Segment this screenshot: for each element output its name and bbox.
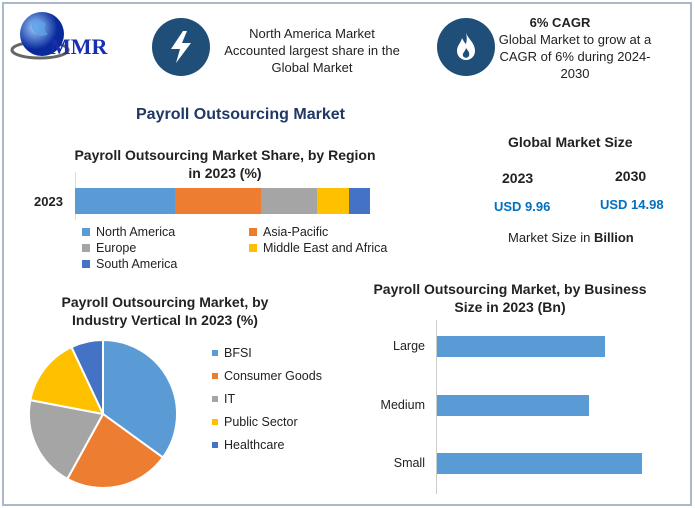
legend-label: South America (96, 257, 178, 271)
legend-swatch (249, 244, 257, 252)
legend-item: Healthcare (212, 438, 322, 452)
lightning-icon (171, 31, 191, 63)
title-line: Payroll Outsourcing Market Share, by Reg… (74, 147, 376, 163)
bar (437, 336, 605, 357)
cagr-title: 6% CAGR (529, 15, 591, 30)
highlight2-line: CAGR of 6% during 2024-2030 (499, 49, 651, 81)
legend-item: Middle East and Africa (249, 241, 409, 255)
highlight2-badge (437, 18, 495, 76)
value-2023: USD 9.96 (494, 199, 551, 214)
bar (437, 453, 642, 474)
pie-slice (29, 345, 105, 416)
legend-label: BFSI (224, 346, 252, 360)
title-line: Industry Vertical In 2023 (%) (72, 312, 258, 328)
bar-label: Medium (380, 398, 425, 412)
flame-icon (457, 33, 475, 60)
legend-swatch (82, 260, 90, 268)
mmr-logo: MMR (10, 8, 140, 68)
value-2030: USD 14.98 (600, 197, 664, 212)
legend-label: Public Sector (224, 415, 298, 429)
legend-item: Consumer Goods (212, 369, 322, 383)
market-size-note: Market Size in Billion (508, 230, 634, 245)
pie-slice (70, 338, 104, 415)
title-line: Payroll Outsourcing Market, by (61, 294, 269, 310)
legend-label: Europe (96, 241, 137, 255)
year-2023: 2023 (502, 170, 534, 186)
region-chart-category: 2023 (34, 194, 63, 209)
industry-pie-chart (28, 338, 178, 489)
bar-label: Large (393, 339, 425, 353)
industry-chart-title: Payroll Outsourcing Market, by Industry … (30, 293, 300, 329)
legend-label: North America (96, 225, 176, 239)
legend-swatch (212, 419, 218, 425)
highlight1-text: North America Market Accounted largest s… (212, 25, 412, 76)
bar-label: Small (393, 456, 425, 470)
bar-segment (316, 188, 350, 214)
legend-label: IT (224, 392, 236, 406)
legend-swatch (212, 373, 218, 379)
highlight2-text: 6% CAGR Global Market to grow at a CAGR … (490, 14, 660, 82)
pie-slice (28, 398, 105, 481)
highlight1-line: Global Market (271, 60, 353, 75)
title-line: Payroll Outsourcing Market, by Business (373, 281, 647, 297)
bar-segment (349, 188, 370, 214)
region-legend: North America Asia-Pacific Europe Middle Ea… (82, 225, 412, 271)
legend-swatch (249, 228, 257, 236)
bar-segment (260, 188, 317, 214)
note-text: Market Size in (508, 230, 594, 245)
region-chart-title: Payroll Outsourcing Market Share, by Reg… (50, 146, 400, 182)
legend-item: Asia-Pacific (249, 225, 409, 239)
highlight1-badge (152, 18, 210, 76)
legend-label: Consumer Goods (224, 369, 322, 383)
legend-swatch (82, 228, 90, 236)
legend-item: BFSI (212, 346, 322, 360)
title-line: in 2023 (%) (188, 165, 262, 181)
year-2030: 2030 (615, 168, 647, 184)
highlight1-line: North America Market (249, 26, 375, 41)
bar-segment (175, 188, 261, 214)
pie-slice (102, 338, 178, 459)
legend-swatch (212, 350, 218, 356)
pie-slice (65, 412, 165, 489)
legend-item: Public Sector (212, 415, 322, 429)
legend-item: South America (82, 257, 249, 271)
highlight2-line: Global Market to grow at a (498, 32, 652, 47)
legend-item: IT (212, 392, 322, 406)
legend-label: Healthcare (224, 438, 285, 452)
bar (437, 395, 590, 416)
title-line: Size in 2023 (Bn) (454, 299, 566, 315)
logo-text: MMR (50, 34, 108, 59)
legend-swatch (82, 244, 90, 252)
legend-label: Middle East and Africa (263, 241, 388, 255)
stacked-bar (75, 188, 370, 214)
globe-icon (10, 12, 70, 60)
highlight1-line: Accounted largest share in the (224, 43, 400, 58)
legend-label: Asia-Pacific (263, 225, 329, 239)
bar-segment (75, 188, 176, 214)
market-size-title: Global Market Size (508, 134, 633, 150)
industry-legend: BFSI Consumer Goods IT Public Sector Healthc… (212, 346, 322, 452)
business-axis (436, 320, 437, 494)
legend-item: North America (82, 225, 249, 239)
legend-swatch (212, 396, 218, 402)
main-title: Payroll Outsourcing Market (136, 106, 345, 123)
legend-item: Europe (82, 241, 249, 255)
note-unit: Billion (593, 230, 634, 245)
business-chart-title: Payroll Outsourcing Market, by Business … (360, 280, 660, 316)
legend-swatch (212, 442, 218, 448)
